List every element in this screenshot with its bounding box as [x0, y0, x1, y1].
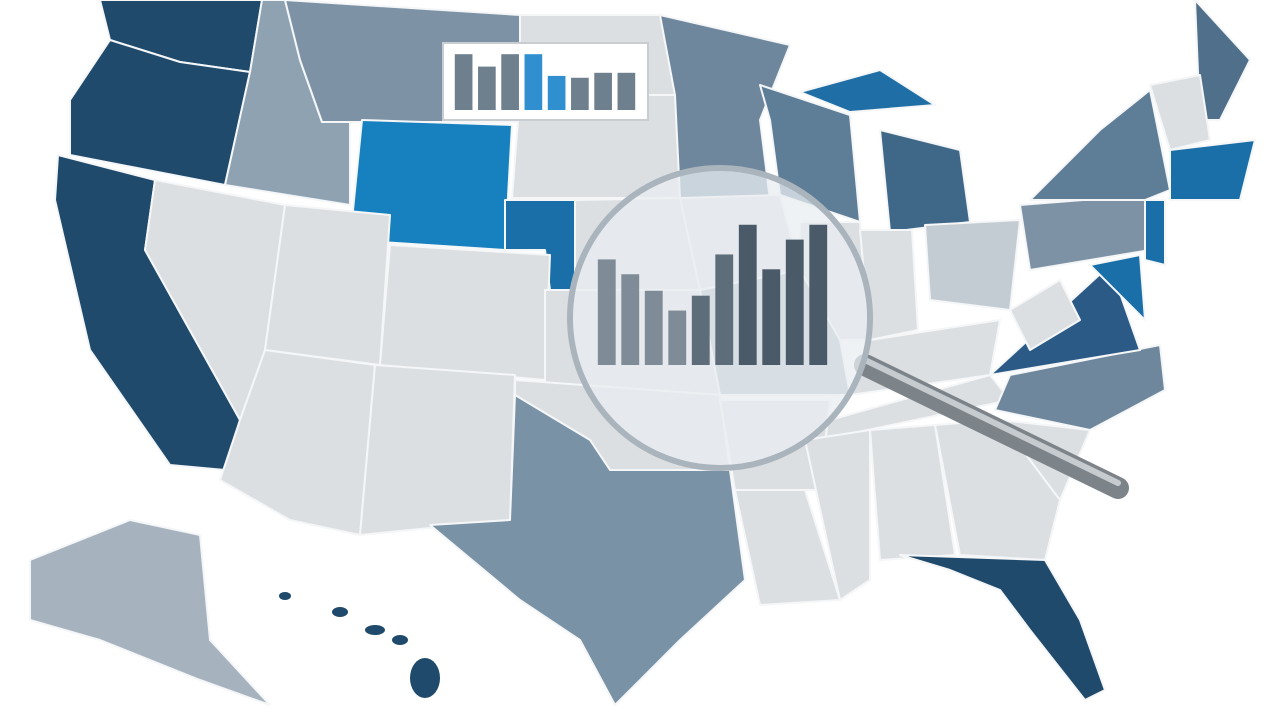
bar: [785, 239, 804, 365]
island: [279, 592, 291, 600]
bar: [691, 295, 710, 365]
magnifier-rim: [567, 165, 873, 471]
magnifier-handle-shine: [862, 357, 1121, 486]
bar: [594, 72, 612, 110]
state: [264, 204, 391, 366]
island: [332, 607, 348, 617]
state: [1029, 89, 1171, 201]
bar: [644, 290, 663, 365]
state: [1149, 74, 1211, 151]
state: [799, 69, 936, 113]
bar: [571, 77, 589, 110]
state: [1089, 254, 1146, 321]
bar: [501, 54, 519, 110]
state: [804, 429, 871, 601]
magnified-chart: [597, 224, 828, 365]
bar: [597, 259, 616, 365]
state: [359, 364, 516, 536]
bar: [621, 274, 640, 365]
state: [379, 244, 551, 381]
bar: [809, 224, 828, 365]
state: [29, 519, 271, 706]
island: [365, 625, 385, 635]
bar: [454, 54, 473, 110]
bar: [617, 72, 636, 110]
magnifier-handle: [854, 354, 1129, 499]
state: [899, 554, 1106, 701]
island: [392, 635, 408, 645]
state: [869, 424, 956, 561]
bar: [478, 66, 496, 110]
bar: [547, 75, 566, 110]
state: [1144, 199, 1166, 266]
bar: [738, 224, 757, 365]
state: [924, 219, 1021, 311]
inset-chart-frame: [442, 42, 649, 121]
bar: [715, 254, 734, 365]
bar: [762, 269, 781, 365]
island: [410, 658, 440, 698]
inset-chart: [454, 54, 636, 110]
state: [429, 394, 746, 706]
bar: [524, 54, 543, 110]
bar: [668, 310, 687, 365]
state: [1009, 279, 1081, 351]
state: [1169, 139, 1256, 201]
